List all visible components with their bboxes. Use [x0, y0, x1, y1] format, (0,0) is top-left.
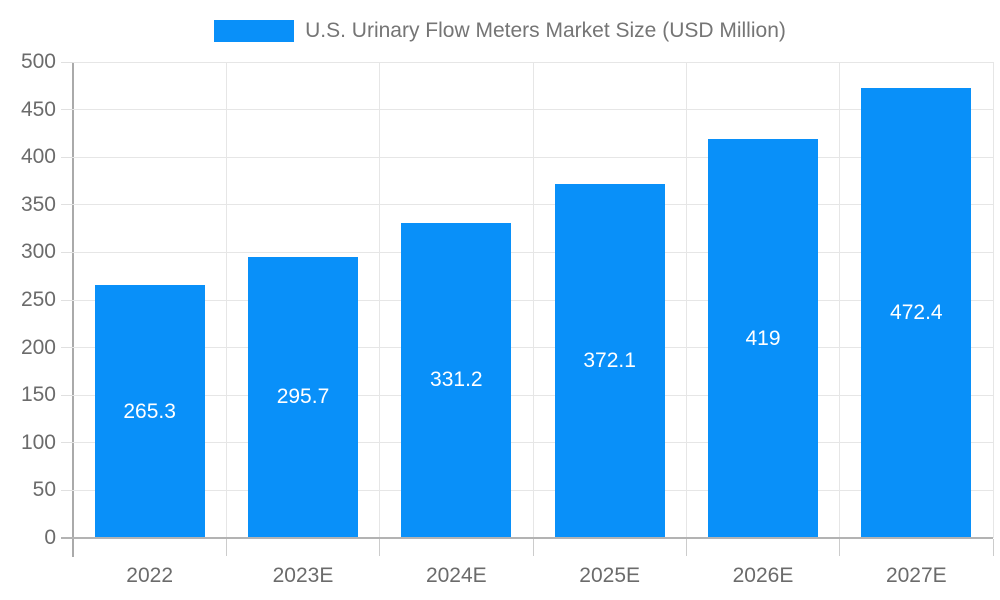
gridline-vertical	[839, 62, 841, 538]
y-axis-tick-label: 300	[20, 240, 56, 264]
bar-2027E[interactable]	[861, 88, 972, 538]
x-axis-tick	[839, 539, 841, 556]
y-axis-tick-label: 150	[20, 383, 56, 407]
gridline-vertical	[685, 62, 687, 538]
gridline-vertical	[532, 62, 534, 538]
y-axis-line	[72, 62, 74, 557]
x-axis-tick	[685, 539, 687, 556]
y-axis-tick-label: 400	[20, 145, 56, 169]
bar-2023E[interactable]	[248, 256, 358, 538]
gridline-vertical	[379, 62, 381, 538]
y-axis-tick-label: 350	[20, 192, 56, 216]
y-axis-tick-label: 250	[20, 288, 56, 311]
y-axis-tick-label: 100	[20, 430, 56, 454]
bar-2026E[interactable]	[708, 139, 818, 538]
x-axis-category-label: 2024E	[425, 564, 487, 587]
bar-2022[interactable]	[94, 285, 205, 538]
y-axis-tick-label: 50	[32, 478, 56, 502]
x-axis-tick	[992, 539, 994, 556]
y-axis-tick	[61, 251, 73, 253]
x-axis-category-label: 2025E	[579, 564, 641, 587]
x-axis-tick	[532, 539, 534, 556]
plot-area: 265.3 295.7 331.2 372.1 419 472.4	[73, 61, 994, 538]
x-axis-category-label: 2027E	[885, 564, 947, 587]
y-axis-tick	[61, 489, 73, 491]
x-axis-category-label: 2023E	[272, 564, 334, 587]
x-axis-zero-line	[61, 537, 993, 539]
y-axis-tick	[61, 204, 73, 206]
y-axis-tick	[61, 61, 73, 63]
y-axis-tick	[61, 109, 73, 111]
legend-label: U.S. Urinary Flow Meters Market Size (US…	[305, 19, 786, 42]
legend-item[interactable]: U.S. Urinary Flow Meters Market Size (US…	[0, 18, 1000, 44]
bar-2024E[interactable]	[401, 222, 512, 538]
legend-swatch-icon	[214, 20, 295, 42]
y-axis-tick-label: 450	[20, 97, 56, 121]
gridline-vertical	[225, 62, 227, 538]
y-axis-tick	[61, 299, 73, 301]
x-axis-tick	[225, 539, 227, 556]
x-axis-category-label: 2026E	[732, 564, 794, 587]
gridline-vertical	[992, 62, 994, 538]
y-axis-tick	[61, 347, 73, 349]
bar-2025E[interactable]	[554, 183, 665, 538]
y-axis-tick-label: 500	[20, 50, 56, 73]
y-axis-tick-label: 0	[44, 526, 56, 549]
y-axis-tick-label: 200	[20, 335, 56, 359]
x-axis-tick	[379, 539, 381, 556]
y-axis-tick	[61, 156, 73, 158]
y-axis-tick	[61, 442, 73, 444]
y-axis-tick	[61, 394, 73, 396]
x-axis-category-label: 2022	[126, 564, 174, 587]
